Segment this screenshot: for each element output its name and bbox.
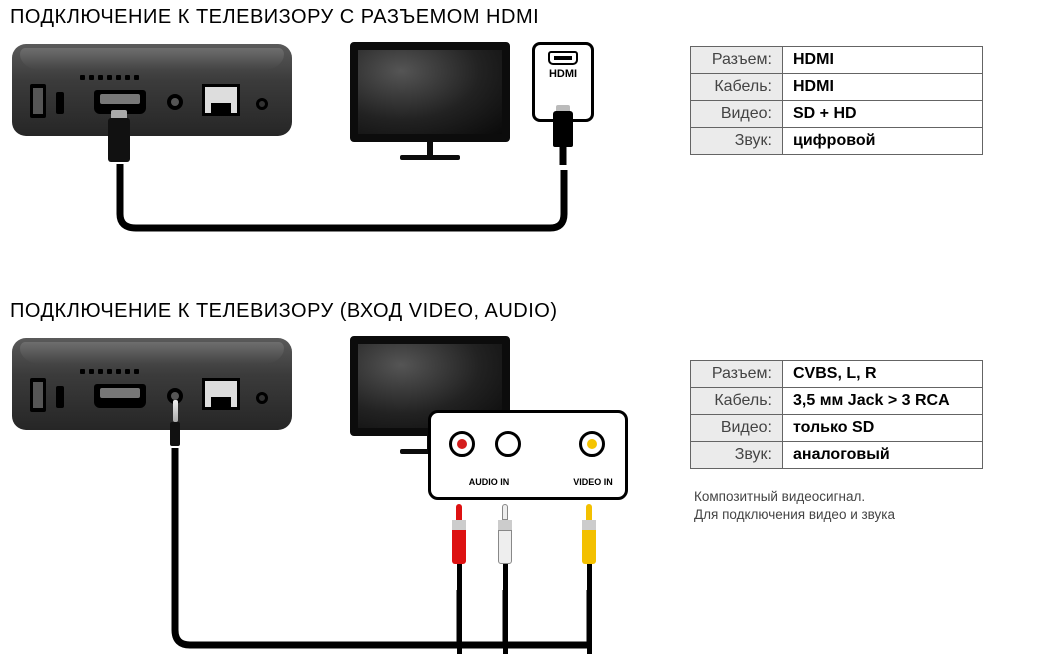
av-spec-k2: Видео: (691, 415, 783, 442)
av-footnote: Композитный видеосигнал. Для подключения… (694, 488, 895, 524)
av-footnote-l2: Для подключения видео и звука (694, 507, 895, 522)
hdmi-spec-v0: HDMI (783, 47, 983, 74)
av-spec-v0: CVBS, L, R (783, 361, 983, 388)
hdmi-spec-v2: SD + HD (783, 101, 983, 128)
av-spec-v2: только SD (783, 415, 983, 442)
av-spec-table: Разъем:CVBS, L, R Кабель:3,5 мм Jack > 3… (690, 360, 983, 469)
section-hdmi: ПОДКЛЮЧЕНИЕ К ТЕЛЕВИЗОРУ С РАЗЪЕМОМ HDMI… (0, 6, 1040, 29)
av-spec-k3: Звук: (691, 442, 783, 469)
hdmi-spec-v1: HDMI (783, 74, 983, 101)
av-spec-v1: 3,5 мм Jack > 3 RCA (783, 388, 983, 415)
hdmi-spec-table: Разъем:HDMI Кабель:HDMI Видео:SD + HD Зв… (690, 46, 983, 155)
hdmi-spec-k0: Разъем: (691, 47, 783, 74)
rca-cable-icon (0, 330, 660, 670)
av-spec-k1: Кабель: (691, 388, 783, 415)
hdmi-spec-k2: Видео: (691, 101, 783, 128)
hdmi-spec-k1: Кабель: (691, 74, 783, 101)
av-footnote-l1: Композитный видеосигнал. (694, 489, 865, 504)
hdmi-cable-icon (0, 36, 640, 246)
av-spec-v3: аналоговый (783, 442, 983, 469)
section-av: ПОДКЛЮЧЕНИЕ К ТЕЛЕВИЗОРУ (ВХОД VIDEO, AU… (0, 300, 1040, 323)
av-spec-k0: Разъем: (691, 361, 783, 388)
section-av-title: ПОДКЛЮЧЕНИЕ К ТЕЛЕВИЗОРУ (ВХОД VIDEO, AU… (0, 300, 1040, 323)
section-hdmi-title: ПОДКЛЮЧЕНИЕ К ТЕЛЕВИЗОРУ С РАЗЪЕМОМ HDMI (0, 6, 1040, 29)
hdmi-spec-k3: Звук: (691, 128, 783, 155)
hdmi-spec-v3: цифровой (783, 128, 983, 155)
